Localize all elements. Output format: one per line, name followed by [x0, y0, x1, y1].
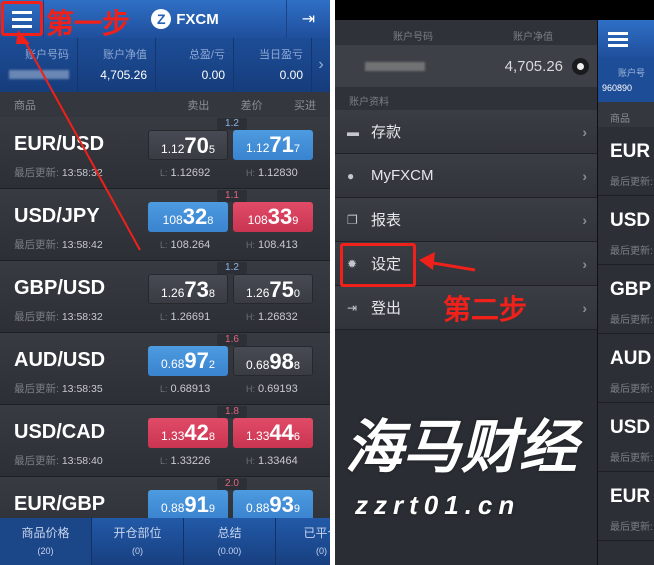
- chevron-right-icon: ›: [582, 299, 587, 316]
- chevron-right-icon[interactable]: ›: [318, 56, 324, 73]
- card-icon: ▬: [347, 124, 359, 139]
- peek-row: AUD 最后更新:: [598, 334, 654, 403]
- chevron-right-icon: ›: [582, 211, 587, 228]
- last-update: 最后更新: 13:58:32: [14, 311, 103, 323]
- high-price: H: 0.69193: [246, 383, 298, 395]
- spread-badge: 1.6: [217, 334, 247, 346]
- step-two-annotation: 第二步: [443, 294, 528, 325]
- low-price: L: 1.12692: [160, 167, 211, 179]
- quotes-screen: Z FXCM ⇥ 账户号码 账户净值 4,705.26 总盈/亏 0.00 当日盈亏 0…: [0, 0, 330, 565]
- col-buy[interactable]: 买进: [293, 99, 316, 112]
- peek-row: EUR 最后更新:: [598, 472, 654, 541]
- tab-3[interactable]: 已平仓(0): [276, 518, 330, 565]
- watermark-logo: 海马财经: [345, 415, 578, 480]
- menu-item-3[interactable]: ✹ 设定 ›: [335, 242, 597, 286]
- symbol: GBP/USD: [14, 277, 106, 299]
- bottom-tabs: 商品价格(20)开仓部位(0)总结(0.00)已平仓(0): [0, 518, 330, 565]
- menu-item-2[interactable]: ❐ 报表 ›: [335, 198, 597, 242]
- buy-price-button[interactable]: 1.26 75 0: [233, 274, 313, 304]
- buy-price-button[interactable]: 108 33 9: [233, 202, 313, 232]
- col-sell[interactable]: 卖出: [187, 99, 210, 112]
- spread-badge: 1.2: [217, 118, 247, 130]
- last-update: 最后更新: 13:58:40: [14, 455, 103, 467]
- chevron-right-icon: ›: [582, 255, 587, 272]
- symbol: USD/JPY: [14, 205, 100, 227]
- account-summary: 账户号码 账户净值 4,705.26 总盈/亏 0.00 当日盈亏 0.00 ›: [0, 38, 330, 92]
- col-spread[interactable]: 差价: [240, 99, 263, 112]
- tab-0[interactable]: 商品价格 (20): [0, 518, 92, 565]
- fxcm-logo: Z FXCM: [151, 9, 219, 29]
- symbol: EUR/USD: [14, 133, 105, 155]
- tab-1[interactable]: 开仓部位 (0): [92, 518, 184, 565]
- spread-badge: 2.0: [217, 478, 247, 490]
- high-price: H: 1.33464: [246, 455, 298, 467]
- peek-row: USD 最后更新:: [598, 196, 654, 265]
- last-update: 最后更新: 13:58:42: [14, 239, 103, 251]
- toggle-icon[interactable]: [572, 58, 589, 75]
- low-price: L: 0.68913: [160, 383, 211, 395]
- report-icon: ❐: [347, 212, 358, 227]
- background-screen: 账户号 960890 商品 EUR 最后更新: USD 最后更新: GBP 最后更新: AUD…: [597, 20, 654, 565]
- side-menu-screen: 账户号码 账户净值 4,705.26 账户资料 ▬ 存款 › ● MyFXCM › ❐ 报表 › ✹…: [335, 0, 654, 565]
- menu-item-1[interactable]: ● MyFXCM ›: [335, 154, 597, 198]
- peek-row: USD 最后更新:: [598, 403, 654, 472]
- sell-price-button[interactable]: 108 32 8: [148, 202, 228, 232]
- low-price: L: 1.26691: [160, 311, 211, 323]
- buy-price-button[interactable]: 0.68 98 8: [233, 346, 313, 376]
- spread-badge: 1.2: [217, 262, 247, 274]
- logout-icon: ⇥: [347, 300, 358, 315]
- gear-icon: ✹: [347, 256, 358, 271]
- sell-price-button[interactable]: 0.68 97 2: [148, 346, 228, 376]
- symbol: USD/CAD: [14, 421, 106, 443]
- spread-badge: 1.8: [217, 406, 247, 418]
- user-icon: ●: [347, 168, 355, 183]
- daily-pl: 0.00: [279, 68, 303, 82]
- chevron-right-icon: ›: [582, 123, 587, 140]
- symbol: AUD/USD: [14, 349, 106, 371]
- high-price: H: 1.26832: [246, 311, 298, 323]
- highlight-box: [340, 243, 416, 287]
- chevron-right-icon: ›: [582, 167, 587, 184]
- last-update: 最后更新: 13:58:35: [14, 383, 103, 395]
- sell-price-button[interactable]: 0.88 91 9: [148, 490, 228, 520]
- menu-item-4[interactable]: ⇥ 登出 ›: [335, 286, 597, 330]
- sell-price-button[interactable]: 1.12 70 5: [148, 130, 228, 160]
- app-header: Z FXCM ⇥: [0, 0, 330, 38]
- col-symbol[interactable]: 商品: [14, 99, 36, 112]
- annotation-arrow: [16, 30, 141, 251]
- symbol: EUR/GBP: [14, 493, 106, 515]
- quote-row[interactable]: AUD/USD 最后更新: 13:58:35 0.68 97 2 0.68 98 8 1…: [0, 333, 330, 405]
- high-price: H: 1.12830: [246, 167, 298, 179]
- watermark-url: zzrt01.cn: [355, 490, 521, 520]
- high-price: H: 108.413: [246, 239, 298, 251]
- sell-price-button[interactable]: 1.26 73 8: [148, 274, 228, 304]
- low-price: L: 108.264: [160, 239, 211, 251]
- quote-list: EUR/USD 最后更新: 13:58:32 1.12 70 5 1.12 71 7 1…: [0, 117, 330, 549]
- low-price: L: 1.33226: [160, 455, 211, 467]
- menu-button[interactable]: [0, 0, 44, 38]
- buy-price-button[interactable]: 1.12 71 7: [233, 130, 313, 160]
- quote-row[interactable]: USD/JPY 最后更新: 13:58:42 108 32 8 108 33 9 1.1…: [0, 189, 330, 261]
- tab-2[interactable]: 总结 (0.00): [184, 518, 276, 565]
- peek-row: GBP 最后更新:: [598, 265, 654, 334]
- buy-price-button[interactable]: 1.33 44 6: [233, 418, 313, 448]
- account-number-blurred: [9, 70, 69, 79]
- annotation-arrow: [419, 252, 476, 272]
- quote-row[interactable]: EUR/USD 最后更新: 13:58:32 1.12 70 5 1.12 71 7 1…: [0, 117, 330, 189]
- total-pl: 0.00: [201, 68, 225, 82]
- logout-icon[interactable]: ⇥: [286, 0, 330, 38]
- menu-item-0[interactable]: ▬ 存款 ›: [335, 110, 597, 154]
- sell-price-button[interactable]: 1.33 42 8: [148, 418, 228, 448]
- highlight-box: [1, 1, 43, 36]
- spread-badge: 1.1: [217, 190, 247, 202]
- peek-row: EUR 最后更新:: [598, 127, 654, 196]
- buy-price-button[interactable]: 0.88 93 9: [233, 490, 313, 520]
- equity-value: 4,705.26: [100, 68, 147, 82]
- step-one-annotation: 第一步: [46, 8, 131, 39]
- side-menu: ▬ 存款 › ● MyFXCM › ❐ 报表 › ✹ 设定 › ⇥ 登出 ›: [335, 110, 654, 330]
- quote-row[interactable]: GBP/USD 最后更新: 13:58:32 1.26 73 8 1.26 75 0 1…: [0, 261, 330, 333]
- last-update: 最后更新: 13:58:32: [14, 167, 103, 179]
- account-row: 4,705.26: [335, 45, 597, 87]
- quote-row[interactable]: USD/CAD 最后更新: 13:58:40 1.33 42 8 1.33 44 6 1…: [0, 405, 330, 477]
